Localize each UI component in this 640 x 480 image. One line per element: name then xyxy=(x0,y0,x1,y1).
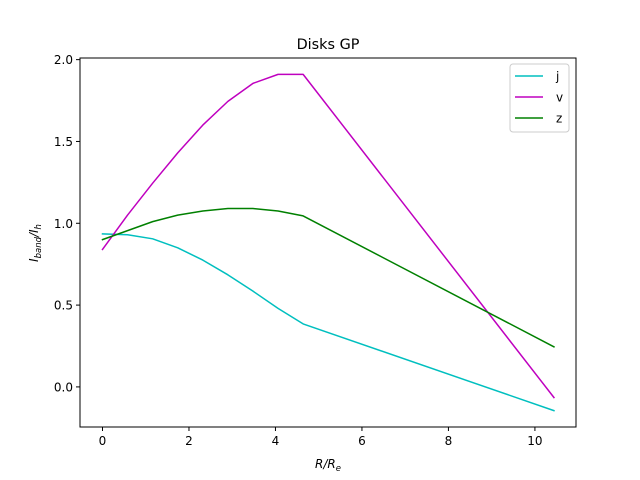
x-tick-label: 4 xyxy=(272,434,280,448)
x-tick-label: 0 xyxy=(99,434,107,448)
legend-label-j: j xyxy=(555,70,559,84)
plot-area xyxy=(80,58,576,427)
x-tick-label: 6 xyxy=(358,434,366,448)
legend-box xyxy=(509,63,570,133)
x-tick-label: 10 xyxy=(527,434,542,448)
y-axis-label-h: h xyxy=(34,224,44,229)
x-tick-label: 8 xyxy=(445,434,453,448)
x-axis-label: R/Re xyxy=(315,457,341,474)
y-axis-label: Iband/Ih xyxy=(27,224,44,262)
y-axis-label-i: I xyxy=(27,258,41,262)
y-axis-label-slash-i: /I xyxy=(27,229,41,238)
legend-label-v: v xyxy=(556,91,563,105)
y-axis-ticks: 0.0 0.5 1.0 1.5 2.0 xyxy=(54,53,80,394)
x-axis-label-sub: e xyxy=(336,464,341,474)
y-tick-label: 2.0 xyxy=(54,53,73,67)
plot-frame xyxy=(79,57,577,428)
series-line-v xyxy=(101,73,556,399)
y-tick-label: 0.5 xyxy=(54,299,73,313)
x-axis-ticks: 0 2 4 6 8 10 xyxy=(99,427,543,448)
y-tick-label: 0.0 xyxy=(54,380,73,394)
legend-label-z: z xyxy=(556,112,562,126)
series-line-j xyxy=(101,233,555,412)
x-tick-label: 2 xyxy=(185,434,193,448)
x-axis-label-main: R/R xyxy=(315,457,336,471)
series-line-z xyxy=(101,207,555,348)
y-tick-label: 1.0 xyxy=(54,217,73,231)
y-axis-label-band: band xyxy=(34,236,44,258)
chart-title: Disks GP xyxy=(297,37,360,53)
legend: jvz xyxy=(509,63,570,133)
y-tick-label: 1.5 xyxy=(54,135,73,149)
series-layer xyxy=(101,73,556,412)
